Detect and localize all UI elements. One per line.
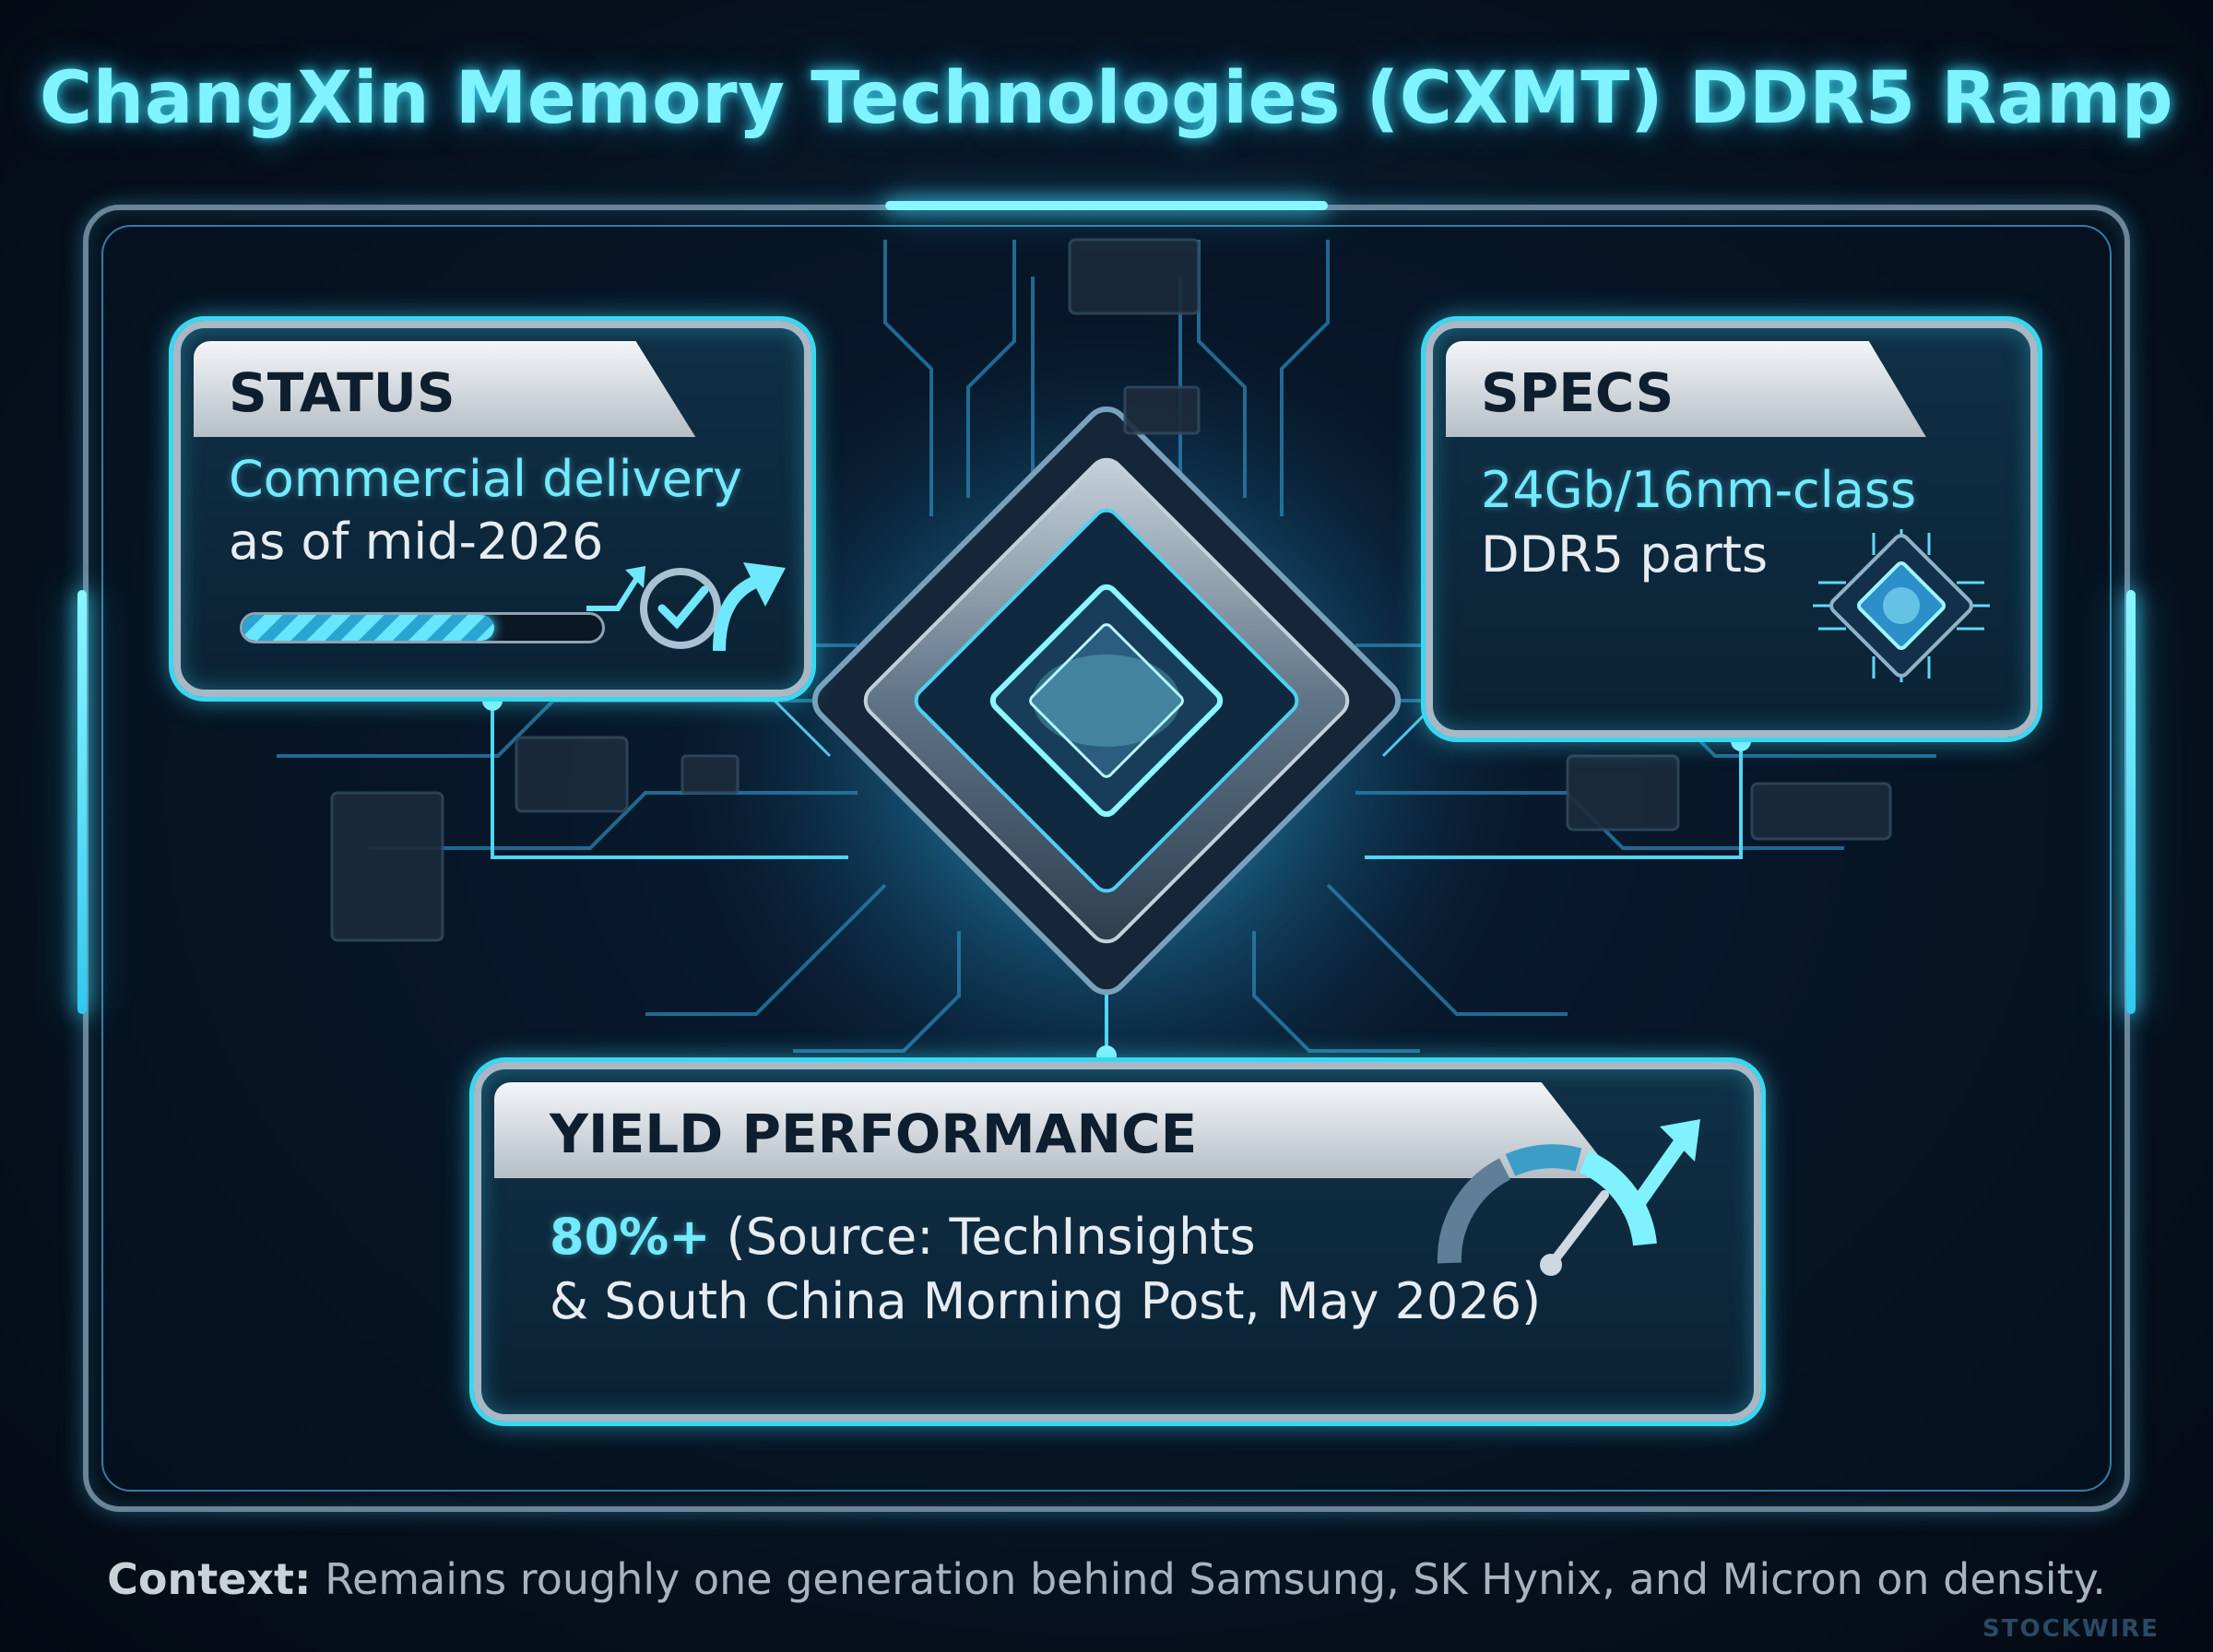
yield-header-bar — [494, 1082, 1616, 1178]
specs-line-2: DDR5 parts — [1481, 525, 1769, 584]
specs-line-1: 24Gb/16nm-class — [1481, 461, 1917, 519]
frame-glow-left — [77, 590, 87, 1014]
central-chip — [811, 406, 1402, 996]
yield-source-part-1: (Source: TechInsights — [710, 1208, 1256, 1266]
context-label: Context: — [107, 1554, 312, 1604]
frame-glow-right — [2126, 590, 2136, 1014]
check-circle-icon — [640, 568, 721, 649]
yield-value: 80%+ — [550, 1208, 711, 1266]
arrow-up-icon — [713, 562, 786, 652]
delivery-progress-bar — [240, 612, 605, 643]
specs-header-bar — [1446, 341, 1926, 437]
specs-card-title: SPECS — [1481, 361, 1675, 424]
status-line-2: as of mid-2026 — [229, 513, 604, 571]
yield-card: YIELD PERFORMANCE 80%+ (Source: TechInsi… — [474, 1062, 1761, 1422]
page-title: ChangXin Memory Technologies (CXMT) DDR5… — [39, 57, 2174, 140]
arrow-up-small-icon — [586, 566, 645, 611]
gauge-icon — [1437, 1119, 1700, 1276]
context-text: Remains roughly one generation behind Sa… — [311, 1554, 2106, 1604]
delivery-progress-fill — [243, 615, 494, 641]
yield-card-title: YIELD PERFORMANCE — [550, 1103, 1198, 1165]
frame-glow-top — [885, 201, 1328, 210]
status-line-1: Commercial delivery — [229, 450, 742, 508]
status-card-title: STATUS — [229, 361, 456, 424]
status-header-bar — [194, 341, 696, 437]
context-footer: Context: Remains roughly one generation … — [0, 1554, 2213, 1604]
yield-line-1: 80%+ (Source: TechInsights — [550, 1206, 1256, 1268]
status-card: STATUS Commercial delivery as of mid-202… — [173, 321, 811, 697]
yield-source-part-2: & South China Morning Post, May 2026) — [550, 1272, 1542, 1330]
specs-card: SPECS 24Gb/16nm-class DDR5 parts — [1426, 321, 2038, 738]
watermark: STOCKWIRE — [1982, 1615, 2160, 1643]
chip-icon — [1813, 529, 1990, 682]
